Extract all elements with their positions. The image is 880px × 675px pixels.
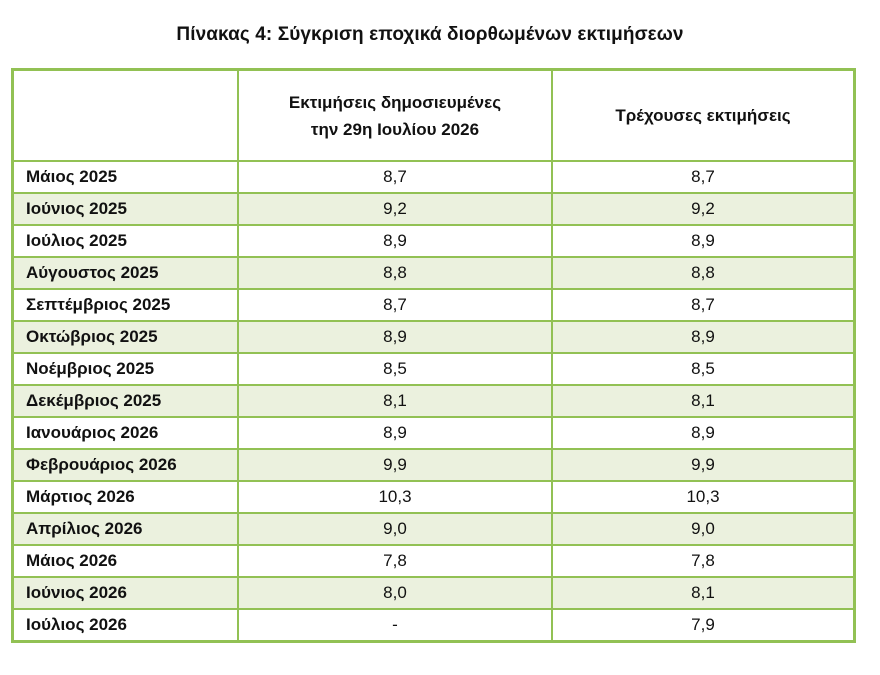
current-value-cell: 10,3 [551, 480, 856, 514]
table-row: Φεβρουάριος 2026 9,9 9,9 [11, 448, 856, 482]
current-value-cell: 9,2 [551, 192, 856, 226]
published-value-cell: 8,1 [237, 384, 553, 418]
table-row: Σεπτέμβριος 2025 8,7 8,7 [11, 288, 856, 322]
table-row: Ιούνιος 2026 8,0 8,1 [11, 576, 856, 610]
table-header-row: Εκτιμήσεις δημοσιευμένες την 29η Ιουλίου… [11, 68, 856, 162]
month-cell: Μάιος 2025 [11, 160, 239, 194]
table-row: Μάρτιος 2026 10,3 10,3 [11, 480, 856, 514]
published-value-cell: 8,9 [237, 224, 553, 258]
table-row: Απρίλιος 2026 9,0 9,0 [11, 512, 856, 546]
published-value-cell: 9,2 [237, 192, 553, 226]
current-value-cell: 7,8 [551, 544, 856, 578]
published-value-cell: - [237, 608, 553, 643]
current-value-cell: 8,9 [551, 416, 856, 450]
table-row: Ιούνιος 2025 9,2 9,2 [11, 192, 856, 226]
current-value-cell: 8,1 [551, 576, 856, 610]
month-cell: Ιούλιος 2026 [11, 608, 239, 643]
published-header-line-2: την 29η Ιουλίου 2026 [310, 119, 480, 139]
month-cell: Νοέμβριος 2025 [11, 352, 239, 386]
current-estimates-header: Τρέχουσες εκτιμήσεις [551, 68, 856, 162]
published-value-cell: 8,9 [237, 416, 553, 450]
current-value-cell: 8,9 [551, 224, 856, 258]
published-value-cell: 9,9 [237, 448, 553, 482]
current-value-cell: 8,7 [551, 160, 856, 194]
current-value-cell: 8,5 [551, 352, 856, 386]
current-value-cell: 8,1 [551, 384, 856, 418]
published-header-line-1: Εκτιμήσεις δημοσιευμένες [288, 92, 502, 112]
month-cell: Ιούνιος 2026 [11, 576, 239, 610]
published-value-cell: 8,9 [237, 320, 553, 354]
month-cell: Δεκέμβριος 2025 [11, 384, 239, 418]
month-cell: Ιούλιος 2025 [11, 224, 239, 258]
comparison-table: Εκτιμήσεις δημοσιευμένες την 29η Ιουλίου… [11, 68, 856, 643]
month-cell: Απρίλιος 2026 [11, 512, 239, 546]
current-value-cell: 8,7 [551, 288, 856, 322]
month-cell: Ιούνιος 2025 [11, 192, 239, 226]
table-row: Ιούλιος 2026-7,9 [11, 608, 856, 643]
published-value-cell: 8,7 [237, 288, 553, 322]
month-cell: Σεπτέμβριος 2025 [11, 288, 239, 322]
month-cell: Μάρτιος 2026 [11, 480, 239, 514]
table-row: Ιούλιος 2025 8,9 8,9 [11, 224, 856, 258]
month-cell: Ιανουάριος 2026 [11, 416, 239, 450]
table-row: Οκτώβριος 2025 8,9 8,9 [11, 320, 856, 354]
current-value-cell: 9,0 [551, 512, 856, 546]
published-value-cell: 8,0 [237, 576, 553, 610]
current-value-cell: 8,9 [551, 320, 856, 354]
current-value-cell: 9,9 [551, 448, 856, 482]
month-cell: Μάιος 2026 [11, 544, 239, 578]
table-row: Δεκέμβριος 2025 8,1 8,1 [11, 384, 856, 418]
table-row: Μάιος 2026 7,8 7,8 [11, 544, 856, 578]
published-value-cell: 7,8 [237, 544, 553, 578]
table-row: Ιανουάριος 2026 8,9 8,9 [11, 416, 856, 450]
month-cell: Αύγουστος 2025 [11, 256, 239, 290]
published-value-cell: 8,5 [237, 352, 553, 386]
published-value-cell: 9,0 [237, 512, 553, 546]
current-value-cell: 7,9 [551, 608, 856, 643]
month-cell: Οκτώβριος 2025 [11, 320, 239, 354]
published-value-cell: 8,7 [237, 160, 553, 194]
table-row: Μάιος 2025 8,7 8,7 [11, 160, 856, 194]
table-body: Μάιος 2025 8,7 8,7 Ιούνιος 2025 9,2 9,2 Ιούλιο… [11, 160, 856, 643]
published-estimates-header: Εκτιμήσεις δημοσιευμένες την 29η Ιουλίου… [237, 68, 553, 162]
table-title: Πίνακας 4: Σύγκριση εποχικά διορθωμένων … [176, 24, 684, 45]
table-row: Αύγουστος 2025 8,8 8,8 [11, 256, 856, 290]
table-row: Νοέμβριος 2025 8,5 8,5 [11, 352, 856, 386]
month-cell: Φεβρουάριος 2026 [11, 448, 239, 482]
published-value-cell: 10,3 [237, 480, 553, 514]
current-value-cell: 8,8 [551, 256, 856, 290]
corner-header-cell [11, 68, 239, 162]
published-value-cell: 8,8 [237, 256, 553, 290]
